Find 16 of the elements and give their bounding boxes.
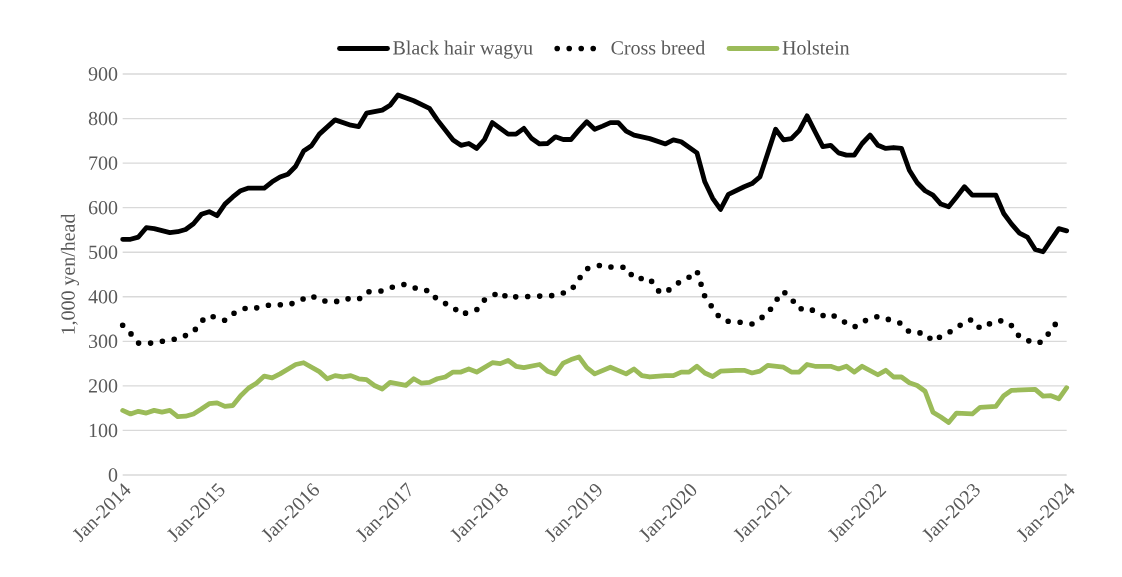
legend-label: Holstein [782, 40, 850, 55]
y-tick-label: 200 [88, 379, 118, 393]
line-series [120, 354, 1070, 425]
y-tick-label: 500 [89, 245, 118, 259]
y-tick-label: 0 [108, 468, 118, 482]
legend-label: Cross breed [611, 40, 706, 55]
y-axis-title: 1,000 yen/head [60, 213, 79, 334]
y-tick-label: 800 [88, 111, 118, 126]
y-tick-label: 700 [89, 156, 118, 170]
y-tick-label: 900 [88, 67, 118, 81]
y-tick-label: 600 [88, 200, 118, 215]
y-tick-label: 300 [89, 334, 118, 349]
y-tick-label: 400 [88, 290, 118, 304]
line-series [120, 92, 1070, 255]
y-tick-label: 100 [89, 423, 118, 438]
legend-label: Black hair wagyu [393, 40, 533, 59]
